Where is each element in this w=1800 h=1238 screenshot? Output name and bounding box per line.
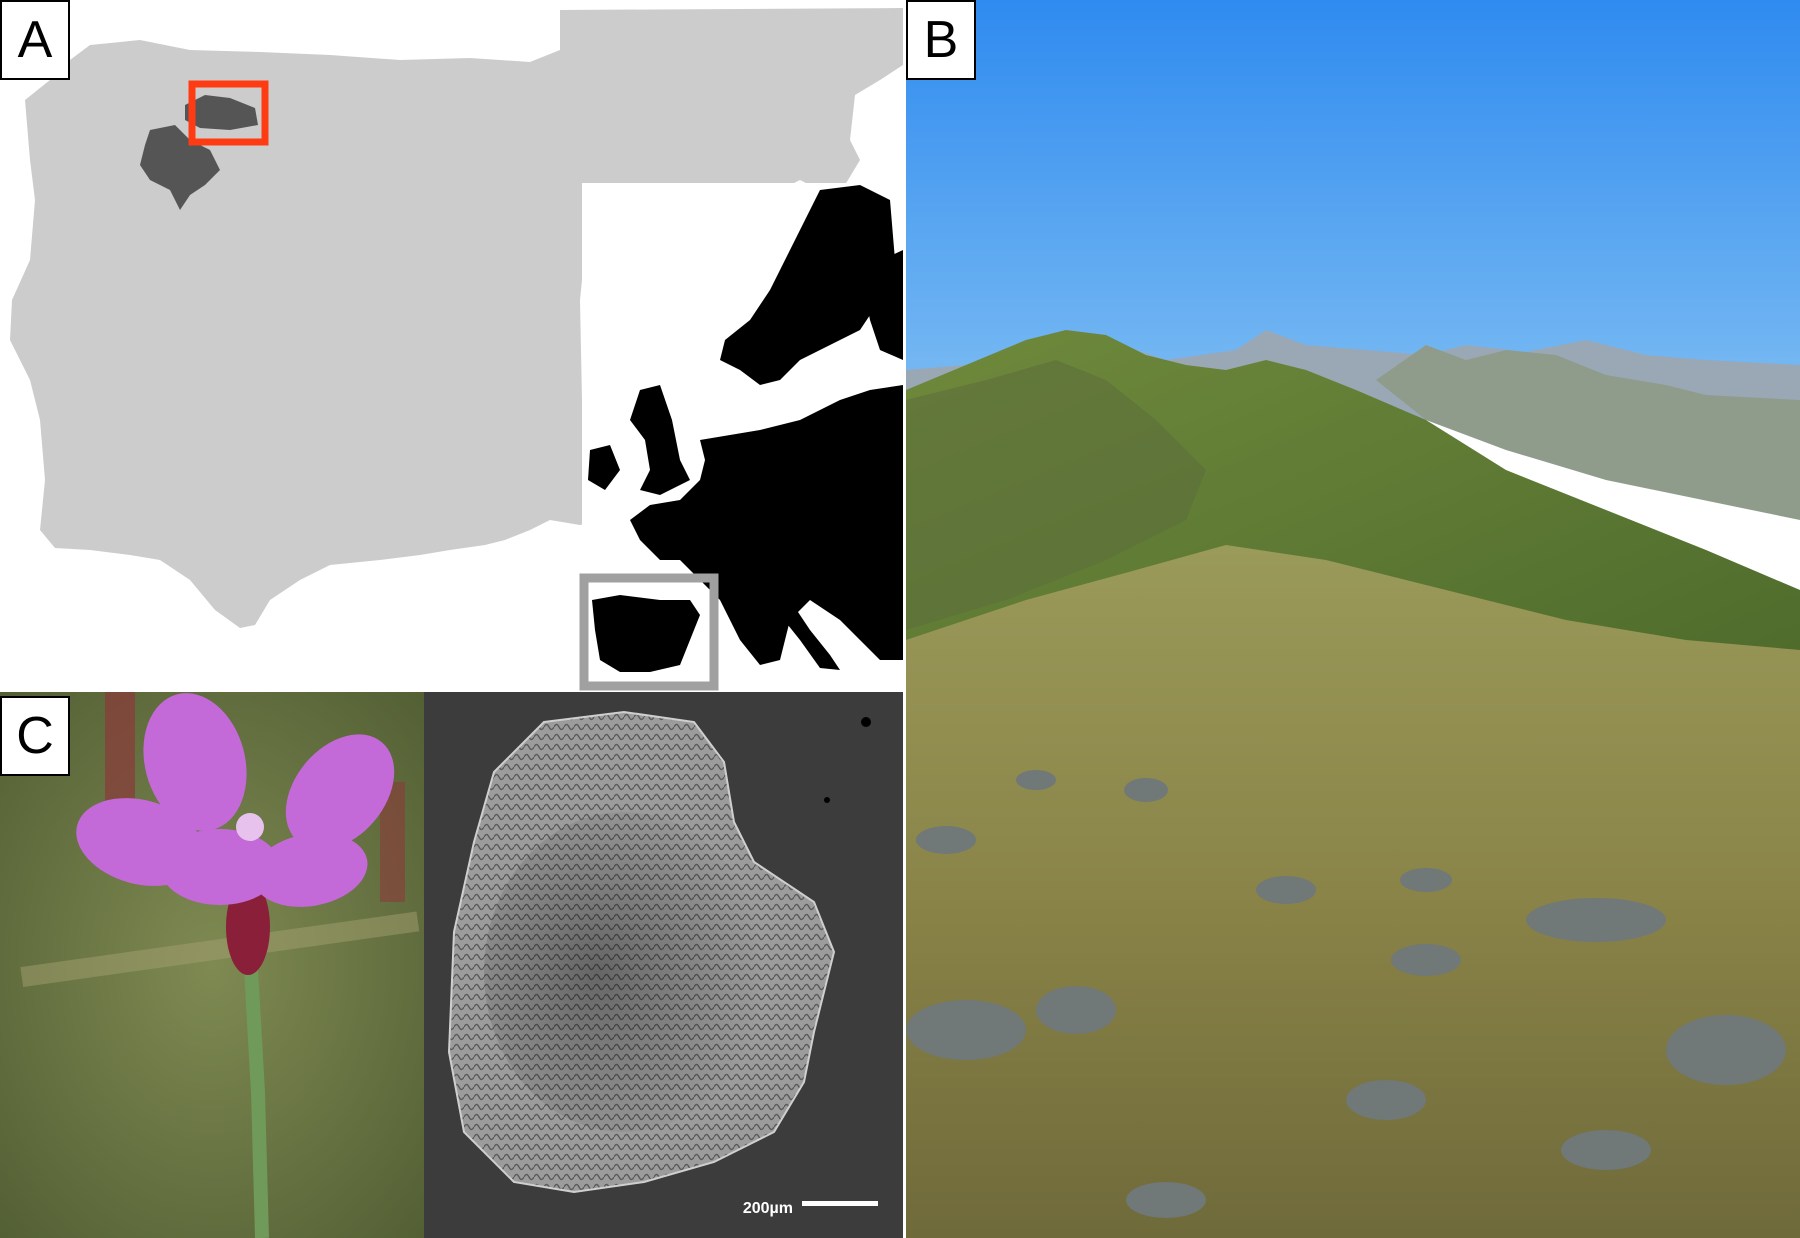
species-range-north [185, 95, 258, 130]
species-range-south [140, 125, 220, 210]
flower-stem [243, 951, 269, 1238]
europe-inset [579, 183, 903, 692]
iberia-inset-box [579, 573, 719, 691]
iberia-map [10, 8, 903, 692]
pink-flower-photo [0, 692, 424, 1238]
flower-center [236, 813, 264, 841]
panel-a-map: A [0, 0, 903, 692]
mountain-ridge-photo [906, 0, 1800, 1238]
iberia-land [10, 8, 903, 628]
scale-bar [802, 1201, 878, 1206]
panel-label-c: C [0, 696, 70, 776]
panel-label-b: B [906, 0, 976, 80]
panel-b-landscape-photo: B [906, 0, 1800, 1238]
rocky-peak-right [1376, 345, 1800, 520]
scale-bar-label: 200µm [742, 1200, 793, 1217]
foreground-grass [906, 545, 1800, 1238]
ridge-shadow [906, 360, 1206, 630]
panel-c-sem-seed: 200µm [424, 692, 903, 1238]
panel-c-flower-photo: C [0, 692, 424, 1238]
sky [906, 0, 1800, 380]
range-highlight-box [188, 80, 269, 146]
seed-sem-image [424, 692, 903, 1238]
flower-petals [76, 693, 395, 907]
rocks [906, 770, 1786, 1218]
panel-label-a: A [0, 0, 70, 80]
